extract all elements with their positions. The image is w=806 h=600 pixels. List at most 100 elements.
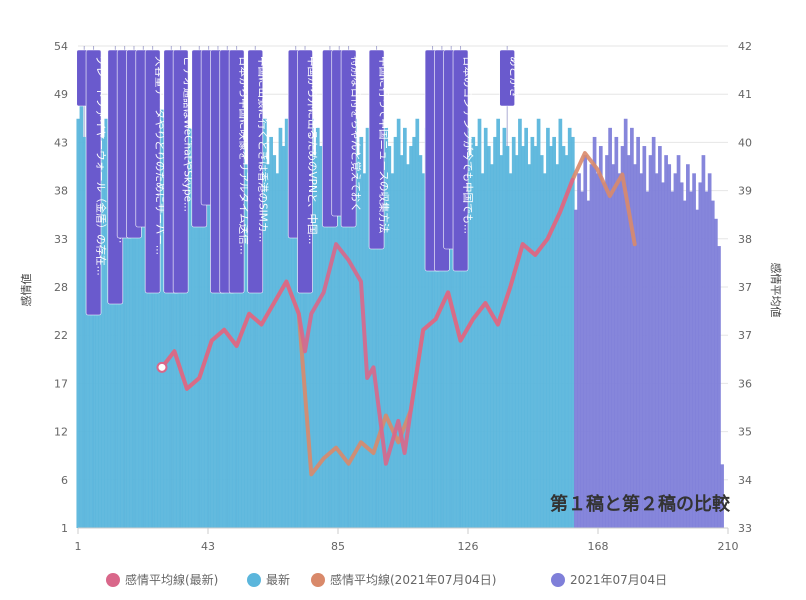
bar [555, 164, 560, 528]
bar [623, 118, 628, 529]
annotation-box [85, 49, 102, 316]
legend: 感情平均線(最新) 最新 感情平均線(2021年07月04日) 2021年07月04日 [106, 572, 667, 587]
bar [79, 91, 84, 529]
bar [396, 118, 401, 529]
bar [698, 182, 703, 528]
bar [207, 127, 211, 528]
bar [648, 155, 653, 528]
bar [574, 209, 578, 528]
bar [141, 164, 146, 528]
y-right-tick-label: 36 [738, 377, 752, 390]
bar [160, 109, 165, 529]
bar [620, 146, 625, 529]
legend-item[interactable]: 最新 [247, 572, 290, 587]
bar [393, 136, 398, 528]
annotation-text: 中国に出張に行くときは香港のSIMカ... [256, 56, 269, 242]
annotation-text: グレートファイヤーウォール（金盾）の存在... [95, 56, 108, 276]
y-right-tick-label: 40 [738, 136, 752, 149]
bar [443, 127, 448, 528]
bar [474, 146, 479, 529]
bar [427, 146, 432, 529]
bar [527, 164, 532, 528]
bar [676, 155, 681, 528]
bar [244, 164, 249, 528]
axis-layer: 1 6 12 17 22 28 33 38 43 49 54 33 34 35 36 37 37 38 39 40 41… [54, 40, 752, 553]
bar [639, 173, 644, 529]
bar [185, 155, 189, 528]
bar [670, 191, 675, 528]
legend-item[interactable]: 2021年07月04日 [551, 573, 667, 587]
bar [580, 191, 584, 528]
bar [483, 127, 488, 528]
bar [617, 173, 622, 529]
bar [371, 164, 376, 528]
bar [521, 146, 525, 529]
bar [390, 173, 395, 529]
bar [325, 136, 329, 528]
y-right-tick-label: 37 [738, 329, 752, 342]
bar [552, 136, 556, 528]
bar [328, 155, 333, 528]
bar [499, 155, 504, 528]
bar [95, 146, 99, 529]
bar [564, 155, 569, 528]
bar [626, 155, 631, 528]
y-left-tick-label: 6 [61, 474, 68, 487]
bar [144, 136, 149, 528]
bar [714, 218, 718, 528]
bar [654, 173, 659, 529]
annotation-text: 中国に行って中国ニュースの収集方法 [378, 56, 391, 233]
bar [605, 155, 609, 528]
bar [490, 164, 494, 528]
bar [533, 146, 538, 529]
bar [356, 155, 361, 528]
bar [272, 155, 277, 528]
legend-label: 2021年07月04日 [570, 573, 667, 587]
bar [337, 173, 342, 529]
annotation-text: 大容量データやりとりのためにサーバー... [154, 56, 167, 255]
bar [409, 146, 413, 529]
bar [704, 191, 709, 528]
bar [701, 155, 706, 528]
bar [154, 191, 158, 528]
legend-item[interactable]: 感情平均線(最新) [106, 572, 218, 587]
bar [247, 136, 252, 528]
bar [135, 109, 140, 529]
x-tick-label: 85 [331, 540, 345, 553]
y-left-tick-label: 54 [54, 40, 68, 53]
annotation-layer: はじめにグレートファイヤーウォール（金盾）の存在...既にある程度はWeChat… [76, 49, 521, 316]
bar [633, 164, 637, 528]
legend-swatch [311, 573, 325, 587]
bar [471, 136, 476, 528]
bar [98, 173, 102, 529]
bar [163, 146, 168, 529]
annotation-label: あとがき [499, 49, 521, 107]
legend-item[interactable]: 感情平均線(2021年07月04日) [311, 572, 496, 587]
highlight-point[interactable] [156, 361, 168, 373]
bar [231, 136, 236, 528]
bar [518, 118, 522, 529]
bar [462, 164, 466, 528]
bar [658, 146, 662, 529]
y-left-tick-label: 49 [54, 88, 68, 101]
annotation-text: 日本から中国に映像をリアルタイム送信... [238, 56, 251, 255]
bar [132, 127, 137, 528]
bar [269, 136, 273, 528]
annotation-text: ビデオ通話はWeChatやSkype... [182, 56, 195, 212]
bar [76, 118, 81, 529]
y-right-tick-label: 39 [738, 185, 752, 198]
bar [129, 173, 134, 529]
bar [123, 118, 127, 529]
y-left-tick-label: 22 [54, 329, 68, 342]
annotation-box [144, 49, 161, 294]
bar [179, 136, 183, 528]
bar [611, 164, 616, 528]
bar [511, 136, 516, 528]
x-tick-label: 1 [75, 540, 82, 553]
bar [322, 164, 326, 528]
bar [536, 118, 541, 529]
bar [598, 146, 603, 529]
annotation-box [452, 49, 469, 272]
bar [284, 118, 289, 529]
